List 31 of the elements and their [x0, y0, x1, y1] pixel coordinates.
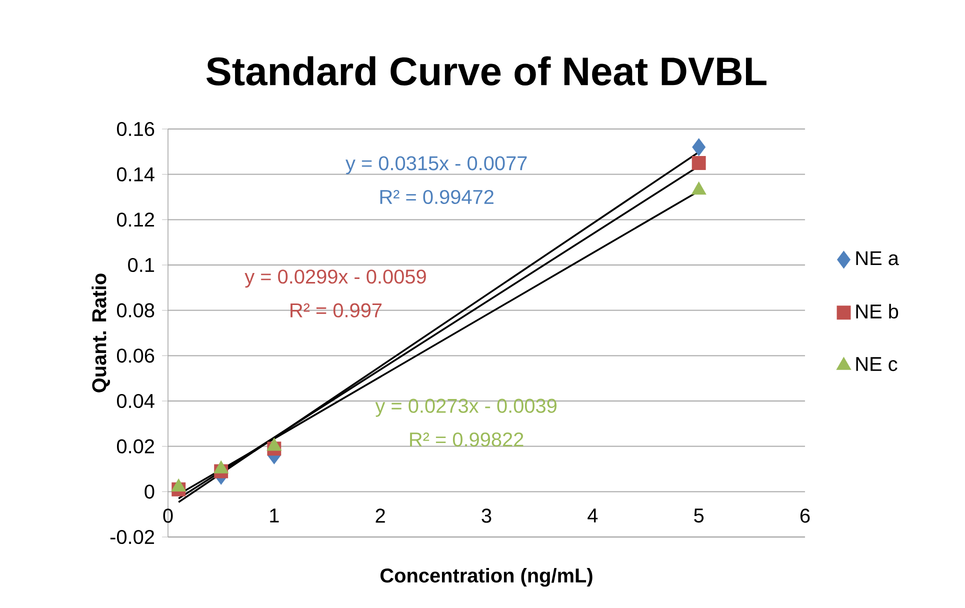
- x-axis-title: Concentration (ng/mL): [380, 568, 592, 587]
- y-tick-label: 0: [144, 484, 154, 499]
- y-tick-label: -0.02: [110, 530, 154, 544]
- annotation: R² = 0.99822: [410, 432, 524, 447]
- x-tick-label: 3: [482, 508, 492, 523]
- annotation: R² = 0.99472: [380, 190, 494, 204]
- legend-label: NE a: [856, 251, 899, 266]
- point: [692, 138, 706, 156]
- x-tick-label: 5: [694, 508, 704, 523]
- y-tick-label: 0.08: [116, 303, 154, 318]
- y-tick-label: 0.16: [116, 122, 154, 136]
- chart-title: Standard Curve of Neat DVBL: [206, 56, 766, 86]
- y-tick-label: 0.02: [116, 439, 154, 454]
- legend-label: NE c: [856, 357, 898, 372]
- y-tick-label: 0.06: [116, 348, 154, 363]
- annotation: y = 0.0315x - 0.0077: [346, 156, 527, 174]
- x-tick-label: 2: [376, 508, 385, 523]
- y-tick-label: 0.1: [128, 258, 154, 272]
- y-tick-label: 0.12: [116, 212, 154, 227]
- y-axis-title: Quant. Ratio: [92, 274, 110, 392]
- x-tick-label: 4: [588, 508, 598, 522]
- legend-label: NE b: [856, 304, 898, 319]
- x-tick-label: 1: [270, 508, 279, 522]
- y-tick-label: 0.04: [116, 394, 154, 408]
- y-tick-label: 0.14: [116, 167, 154, 182]
- point: [692, 156, 706, 170]
- x-tick-label: 6: [800, 508, 810, 523]
- annotation: R² = 0.997: [290, 303, 382, 318]
- annotation: y = 0.0299x - 0.0059: [244, 270, 426, 288]
- annotation: y = 0.0273x - 0.0039: [375, 398, 556, 417]
- x-tick-label: 0: [163, 508, 173, 523]
